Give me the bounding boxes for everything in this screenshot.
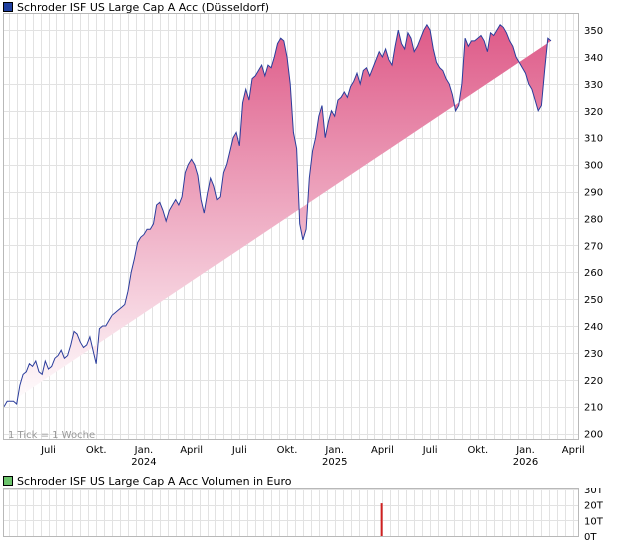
x-tick-label: Okt. xyxy=(277,445,298,456)
volume-plot-frame xyxy=(3,488,579,537)
x-tick-label: Okt. xyxy=(467,445,488,456)
x-tick-label: Jan. xyxy=(324,445,344,456)
volume-y-tick-label: 0T xyxy=(584,532,597,543)
y-tick-label: 240 xyxy=(584,322,603,333)
price-chart: 200 210 220 230 240 250 260 270 280 290 300 310 320 3… xyxy=(3,13,603,468)
x-tick-label: Jan. xyxy=(134,445,154,456)
volume-bar xyxy=(380,503,383,536)
price-chart-legend: Schroder ISF US Large Cap A Acc (Düsseld… xyxy=(3,0,269,14)
x-tick-label: April xyxy=(371,445,394,456)
y-tick-label: 290 xyxy=(584,188,603,199)
y-tick-label: 350 xyxy=(584,26,603,37)
x-tick-year-label: 2026 xyxy=(513,457,538,468)
x-tick-year-label: 2024 xyxy=(131,457,156,468)
y-tick-label: 340 xyxy=(584,53,603,64)
x-tick-label: April xyxy=(562,445,585,456)
volume-chart: 0T 10T 20T 30T xyxy=(3,488,604,543)
y-tick-label: 250 xyxy=(584,295,603,306)
y-tick-label: 230 xyxy=(584,349,603,360)
x-tick-label: Jan. xyxy=(515,445,535,456)
price-chart-title: Schroder ISF US Large Cap A Acc (Düsseld… xyxy=(17,0,270,14)
volume-y-tick-label: 30T xyxy=(584,488,604,496)
y-tick-label: 270 xyxy=(584,241,603,252)
x-tick-label: April xyxy=(180,445,203,456)
price-area xyxy=(4,24,551,407)
price-legend-swatch xyxy=(3,2,13,12)
x-tick-label: Okt. xyxy=(86,445,107,456)
y-tick-label: 320 xyxy=(584,107,603,118)
x-tick-label: Juli xyxy=(422,445,438,456)
y-tick-label: 220 xyxy=(584,376,603,387)
x-tick-label: Juli xyxy=(231,445,247,456)
y-tick-label: 280 xyxy=(584,214,603,225)
price-plot-frame xyxy=(3,13,579,440)
x-tick-label: Juli xyxy=(40,445,56,456)
y-tick-label: 330 xyxy=(584,80,603,91)
y-tick-label: 260 xyxy=(584,268,603,279)
y-tick-label: 210 xyxy=(584,403,603,414)
volume-legend-swatch xyxy=(3,476,13,486)
price-line xyxy=(3,23,552,407)
volume-y-tick-label: 20T xyxy=(584,501,604,512)
volume-chart-legend: Schroder ISF US Large Cap A Acc Volumen … xyxy=(3,474,292,488)
y-tick-label: 300 xyxy=(584,161,603,172)
y-tick-label: 310 xyxy=(584,134,603,145)
x-tick-year-label: 2025 xyxy=(322,457,347,468)
tick-annotation: 1 Tick = 1 Woche xyxy=(8,430,95,441)
volume-y-tick-label: 10T xyxy=(584,516,604,527)
volume-chart-title: Schroder ISF US Large Cap A Acc Volumen … xyxy=(17,474,292,488)
y-tick-label: 200 xyxy=(584,430,603,441)
